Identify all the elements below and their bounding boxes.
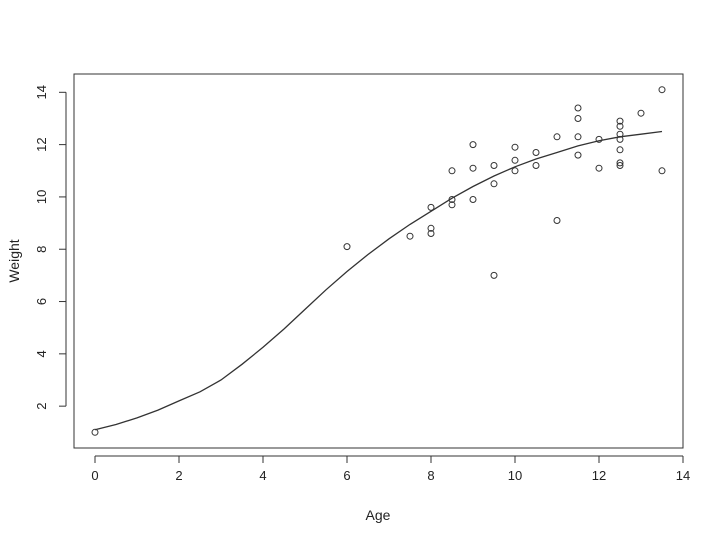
data-point xyxy=(574,104,582,112)
x-tick-label: 2 xyxy=(175,468,182,483)
data-point xyxy=(658,167,666,175)
data-point xyxy=(574,133,582,141)
x-tick-label: 12 xyxy=(592,468,606,483)
fitted-curve xyxy=(94,130,663,431)
x-tick-label: 14 xyxy=(676,468,690,483)
data-point xyxy=(511,156,519,164)
data-point xyxy=(616,159,624,167)
y-tick-label: 8 xyxy=(34,246,49,253)
data-point xyxy=(490,271,498,279)
data-point xyxy=(553,217,561,224)
data-point xyxy=(574,151,582,159)
data-point xyxy=(532,149,540,156)
x-tick-label: 0 xyxy=(91,468,98,483)
data-point xyxy=(490,180,498,188)
x-axis-title: Age xyxy=(366,507,391,523)
data-point xyxy=(616,130,624,138)
data-point xyxy=(658,86,666,94)
data-point xyxy=(469,141,477,149)
data-point xyxy=(616,146,624,154)
data-point xyxy=(574,115,582,122)
data-point xyxy=(595,164,603,172)
data-point xyxy=(616,135,624,143)
plot-frame xyxy=(73,73,684,449)
y-axis: 2 4 6 8 10 12 14 xyxy=(34,85,67,410)
data-point xyxy=(532,162,540,169)
data-point xyxy=(616,117,624,125)
data-point xyxy=(616,162,624,169)
data-point xyxy=(343,243,351,251)
data-point xyxy=(469,164,477,172)
data-point xyxy=(595,135,603,143)
x-tick-label: 8 xyxy=(427,468,434,483)
x-tick-label: 10 xyxy=(508,468,522,483)
data-points xyxy=(91,86,666,436)
data-point xyxy=(511,167,519,175)
y-axis-title: Weight xyxy=(6,239,22,282)
data-point xyxy=(448,196,456,203)
y-tick-label: 6 xyxy=(34,298,49,305)
data-point xyxy=(490,162,498,169)
y-tick-label: 10 xyxy=(34,190,49,204)
data-point xyxy=(616,122,624,130)
y-tick-label: 14 xyxy=(34,85,49,99)
data-point xyxy=(427,224,435,232)
data-point xyxy=(427,230,435,237)
x-tick-label: 6 xyxy=(343,468,350,483)
data-point xyxy=(469,196,477,203)
data-point xyxy=(91,428,99,436)
data-point xyxy=(427,203,435,211)
data-point xyxy=(553,133,561,141)
y-tick-label: 12 xyxy=(34,137,49,151)
data-point xyxy=(511,143,519,151)
data-point xyxy=(637,109,645,117)
x-axis: 0 2 4 6 8 10 12 14 xyxy=(91,455,690,483)
y-tick-label: 4 xyxy=(34,350,49,357)
y-tick-label: 2 xyxy=(34,403,49,410)
data-point xyxy=(406,232,414,240)
x-tick-label: 4 xyxy=(259,468,266,483)
data-point xyxy=(448,201,456,209)
data-point xyxy=(448,167,456,175)
